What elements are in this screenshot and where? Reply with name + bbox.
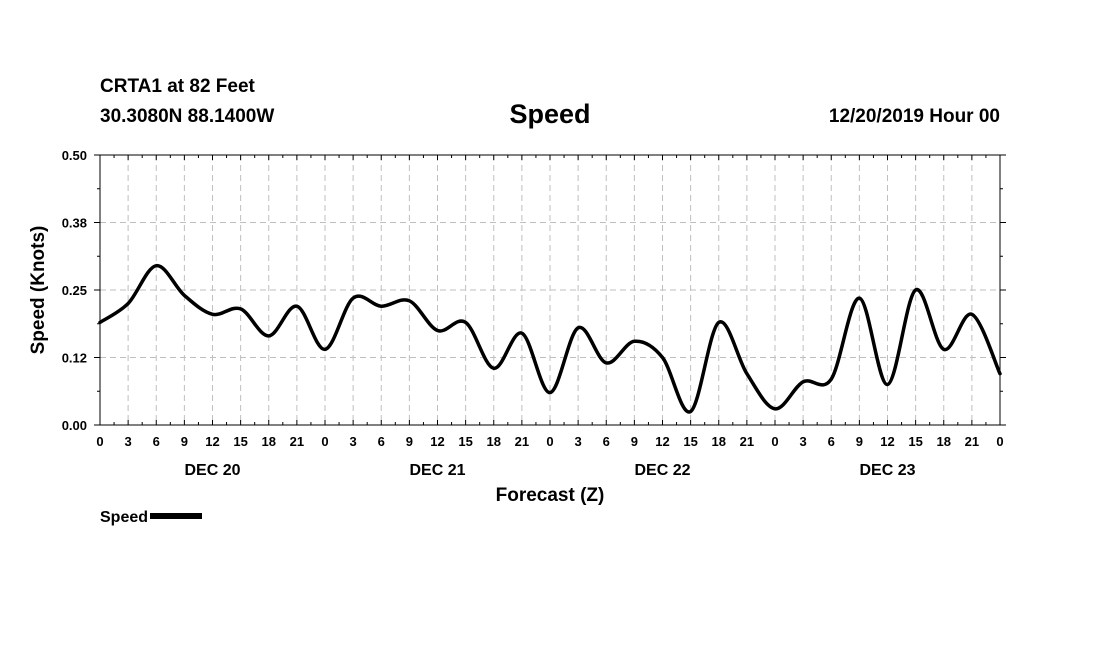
x-tick-label: 21 [515,434,529,449]
y-axis-title: Speed (Knots) [28,226,49,355]
x-tick-label: 18 [262,434,276,449]
x-tick-label: 18 [712,434,726,449]
x-tick-label: 21 [290,434,304,449]
speed-series-line [98,263,1002,414]
legend-label: Speed [100,509,149,526]
x-tick-label: 3 [575,434,582,449]
x-tick-label: 15 [458,434,472,449]
x-tick-label: 3 [350,434,357,449]
x-tick-label: 9 [856,434,863,449]
x-tick-label: 21 [740,434,754,449]
y-tick-label: 0.50 [62,148,87,163]
x-tick-label: 18 [487,434,501,449]
x-tick-label: 9 [181,434,188,449]
chart-title: Speed [509,99,591,129]
station-label: CRTA1 at 82 Feet [100,76,255,97]
x-tick-label: 3 [125,434,132,449]
x-tick-label: 15 [908,434,922,449]
forecast-timestamp: 12/20/2019 Hour 00 [828,106,1000,127]
y-tick-label: 0.12 [62,351,87,366]
day-label: DEC 21 [409,462,465,479]
x-tick-label: 0 [96,434,103,449]
axis-labels: 0 3 6 9 12 15 18 21 0 3 6 9 12 15 18 21 0 3 6 9 12 15 18 21 0 3 6 9… [28,148,1004,506]
x-tick-label: 6 [828,434,835,449]
plot-frame [99,154,1001,426]
x-tick-label: 0 [321,434,328,449]
y-tick-label: 0.00 [62,418,87,433]
grid-lines [100,155,1000,425]
x-tick-label: 12 [655,434,669,449]
day-label: DEC 23 [859,462,915,479]
x-tick-label: 21 [965,434,979,449]
y-tick-label: 0.38 [62,216,87,231]
x-tick-label: 6 [603,434,610,449]
coordinates-label: 30.3080N 88.1400W [100,106,275,127]
legend-swatch [150,512,203,519]
x-tick-label: 6 [378,434,385,449]
x-tick-label: 6 [153,434,160,449]
y-tick-label: 0.25 [62,283,87,298]
x-tick-label: 0 [546,434,553,449]
x-tick-label: 15 [683,434,697,449]
x-tick-label: 15 [233,434,247,449]
x-tick-label: 0 [996,434,1003,449]
series-layer [98,263,1002,414]
x-tick-label: 9 [406,434,413,449]
day-label: DEC 20 [184,462,240,479]
x-tick-label: 12 [880,434,894,449]
x-tick-label: 12 [205,434,219,449]
x-tick-label: 18 [937,434,951,449]
legend: Speed [100,509,203,527]
x-tick-label: 12 [430,434,444,449]
x-axis-title: Forecast (Z) [496,485,605,506]
x-tick-label: 0 [771,434,778,449]
x-tick-label: 3 [800,434,807,449]
x-tick-label: 9 [631,434,638,449]
day-label: DEC 22 [634,462,690,479]
